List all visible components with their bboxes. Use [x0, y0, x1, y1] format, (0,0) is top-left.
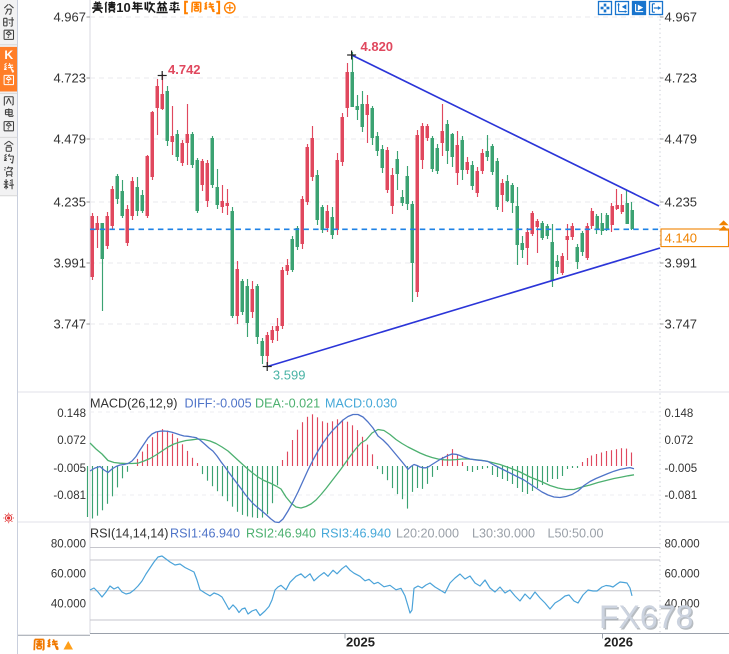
svg-text:2025: 2025: [346, 635, 375, 650]
svg-text:4.967: 4.967: [53, 10, 86, 25]
svg-text:DEA:-0.021: DEA:-0.021: [255, 397, 320, 411]
svg-text:4.742: 4.742: [168, 62, 201, 77]
svg-text:L50:50.00: L50:50.00: [548, 527, 604, 541]
svg-text:4.723: 4.723: [665, 71, 698, 86]
svg-text:RSI1:46.940: RSI1:46.940: [170, 527, 240, 541]
svg-text:RSI2:46.940: RSI2:46.940: [246, 527, 316, 541]
svg-text:-0.005: -0.005: [53, 463, 86, 475]
svg-text:FX678: FX678: [601, 601, 695, 637]
svg-text:-0.081: -0.081: [665, 490, 698, 502]
svg-text:MACD:0.030: MACD:0.030: [325, 397, 397, 411]
svg-text:4.723: 4.723: [53, 71, 86, 86]
svg-text:K: K: [4, 48, 13, 62]
svg-text:3.747: 3.747: [53, 317, 86, 332]
svg-text:60.000: 60.000: [665, 569, 700, 581]
svg-text:RSI(14,14,14): RSI(14,14,14): [90, 527, 168, 541]
svg-text:0.072: 0.072: [57, 435, 86, 447]
svg-text:DIFF:-0.005: DIFF:-0.005: [185, 397, 252, 411]
svg-text:-0.005: -0.005: [665, 463, 698, 475]
svg-text:-0.081: -0.081: [53, 490, 86, 502]
svg-text:3.599: 3.599: [273, 368, 306, 383]
svg-text:FX678: FX678: [599, 599, 693, 635]
svg-text:3.747: 3.747: [665, 317, 698, 332]
svg-text:60.000: 60.000: [51, 569, 86, 581]
svg-text:80.000: 80.000: [51, 539, 86, 551]
svg-text:2026: 2026: [604, 635, 633, 650]
svg-text:L30:30.000: L30:30.000: [472, 527, 535, 541]
svg-text:0.072: 0.072: [665, 435, 694, 447]
svg-text:40.000: 40.000: [665, 599, 700, 611]
svg-text:10: 10: [116, 0, 130, 15]
svg-text:80.000: 80.000: [665, 539, 700, 551]
svg-text:4.820: 4.820: [361, 39, 394, 54]
svg-text:4.967: 4.967: [665, 10, 698, 25]
svg-text:RSI3:46.940: RSI3:46.940: [321, 527, 391, 541]
svg-text:4.140: 4.140: [665, 231, 698, 246]
svg-text:3.991: 3.991: [665, 256, 698, 271]
svg-text:4.479: 4.479: [665, 132, 698, 147]
svg-text:4.235: 4.235: [665, 195, 698, 210]
svg-text:4.479: 4.479: [53, 132, 86, 147]
svg-text:3.991: 3.991: [53, 256, 86, 271]
svg-text:0.148: 0.148: [665, 408, 694, 420]
svg-text:0.148: 0.148: [57, 408, 86, 420]
svg-text:40.000: 40.000: [51, 599, 86, 611]
svg-text:L20:20.000: L20:20.000: [396, 527, 459, 541]
svg-text:MACD(26,12,9): MACD(26,12,9): [90, 397, 178, 411]
svg-text:4.235: 4.235: [53, 195, 86, 210]
